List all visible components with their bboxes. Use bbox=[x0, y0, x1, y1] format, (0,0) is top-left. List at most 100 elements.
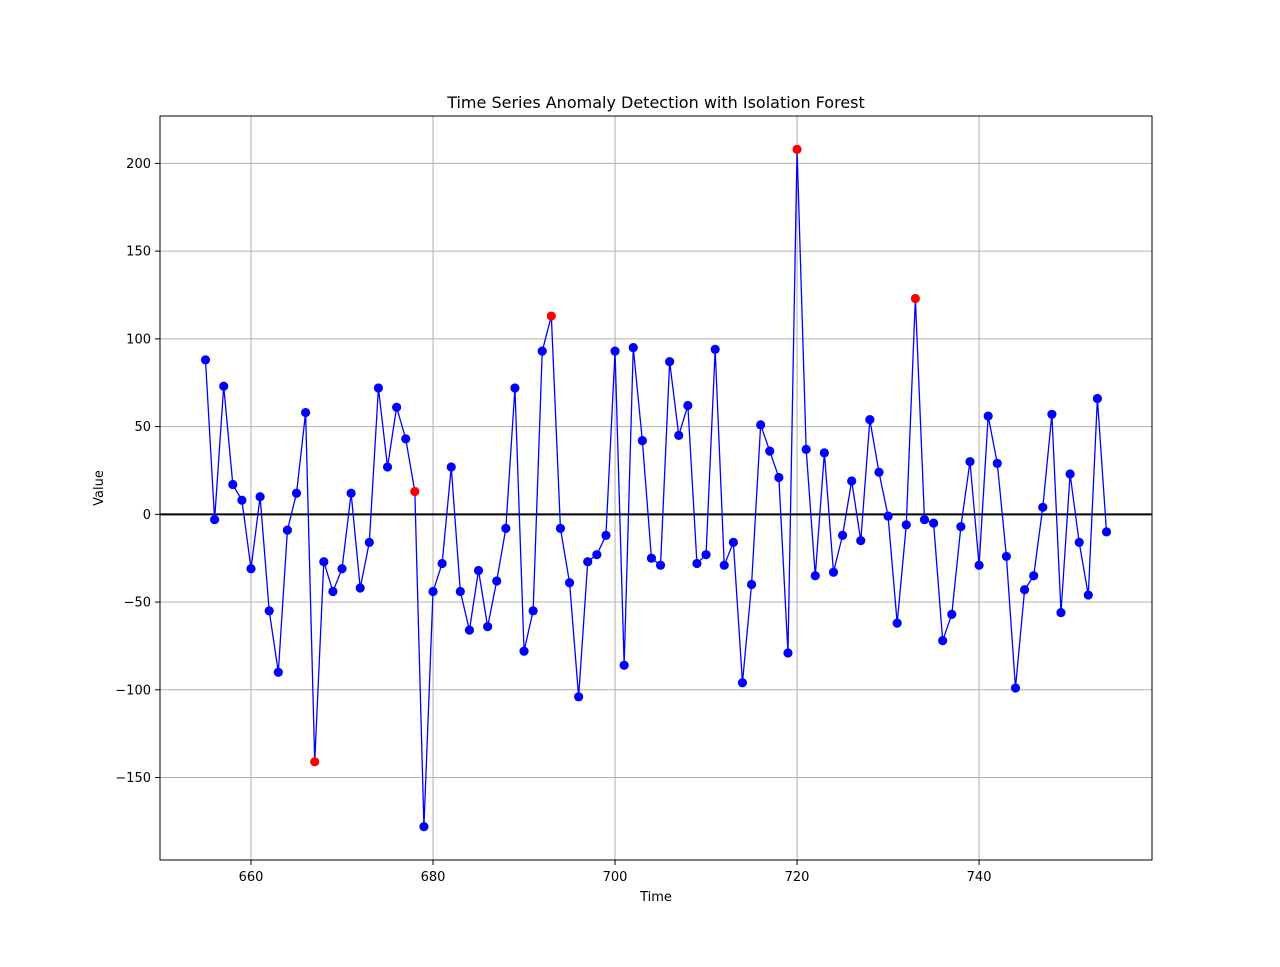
data-point bbox=[801, 444, 811, 454]
data-point bbox=[810, 571, 820, 581]
data-point bbox=[847, 476, 857, 486]
data-point bbox=[501, 523, 511, 533]
x-axis-ticks: 660 680 700 720 740 bbox=[239, 860, 992, 885]
y-tick-label: 150 bbox=[126, 245, 151, 260]
data-point bbox=[665, 357, 675, 367]
data-point bbox=[210, 514, 220, 525]
data-point bbox=[574, 692, 584, 702]
data-point bbox=[255, 492, 265, 502]
data-point bbox=[892, 618, 902, 628]
data-point bbox=[373, 383, 384, 393]
points-layer bbox=[200, 144, 1112, 832]
data-point bbox=[756, 420, 766, 430]
data-point bbox=[455, 586, 465, 597]
data-point bbox=[692, 558, 702, 569]
data-point bbox=[319, 557, 329, 567]
data-point bbox=[737, 678, 748, 688]
data-point bbox=[337, 564, 347, 574]
data-point bbox=[974, 560, 984, 570]
data-point bbox=[382, 462, 393, 472]
data-point bbox=[592, 550, 602, 560]
data-point bbox=[237, 495, 247, 505]
data-point bbox=[328, 586, 338, 597]
data-point bbox=[492, 576, 502, 586]
data-point bbox=[228, 479, 238, 490]
data-point bbox=[1047, 409, 1057, 419]
data-point bbox=[1101, 527, 1112, 537]
data-point bbox=[655, 560, 666, 570]
data-point bbox=[601, 530, 611, 540]
data-point bbox=[1010, 683, 1021, 693]
data-point bbox=[401, 434, 411, 444]
data-point bbox=[446, 462, 456, 472]
data-point bbox=[965, 457, 975, 467]
data-point bbox=[947, 609, 957, 619]
data-point bbox=[883, 511, 893, 521]
y-tick-label: −100 bbox=[115, 683, 151, 698]
data-point bbox=[819, 448, 829, 458]
anomaly-point bbox=[546, 311, 556, 321]
chart-title: Time Series Anomaly Detection with Isola… bbox=[446, 93, 865, 112]
data-point bbox=[1065, 469, 1075, 479]
anomaly-point bbox=[910, 293, 920, 304]
series-layer bbox=[204, 148, 1108, 828]
data-point bbox=[646, 553, 657, 563]
data-point bbox=[583, 557, 593, 567]
x-tick-label: 660 bbox=[239, 870, 264, 885]
data-point bbox=[765, 446, 775, 456]
data-point bbox=[1074, 537, 1084, 547]
data-point bbox=[719, 560, 729, 570]
data-point bbox=[346, 488, 356, 498]
data-point bbox=[392, 402, 402, 412]
data-point bbox=[874, 467, 884, 477]
data-point bbox=[273, 667, 283, 677]
data-point bbox=[683, 400, 693, 411]
data-point bbox=[710, 344, 720, 354]
data-point bbox=[837, 530, 848, 540]
data-point bbox=[619, 660, 629, 670]
y-tick-label: 0 bbox=[143, 508, 151, 523]
data-point bbox=[301, 407, 311, 418]
data-point bbox=[355, 583, 365, 593]
y-tick-label: −150 bbox=[115, 771, 151, 786]
data-point bbox=[282, 525, 293, 535]
x-tick-label: 740 bbox=[967, 870, 992, 885]
data-point bbox=[519, 646, 529, 656]
data-point bbox=[537, 346, 547, 356]
anomaly-point bbox=[410, 486, 420, 497]
data-point bbox=[865, 414, 875, 425]
data-point bbox=[774, 472, 784, 483]
x-tick-label: 700 bbox=[603, 870, 628, 885]
y-axis-ticks: −150 −100 −50 0 50 100 150 200 bbox=[115, 157, 160, 786]
y-tick-label: 200 bbox=[126, 157, 151, 172]
data-point bbox=[264, 606, 274, 616]
y-tick-label: 50 bbox=[134, 420, 151, 435]
data-point bbox=[437, 558, 447, 569]
data-point bbox=[956, 522, 966, 532]
data-point bbox=[219, 381, 229, 391]
data-point bbox=[1001, 551, 1011, 562]
data-point bbox=[1038, 502, 1048, 512]
data-point bbox=[364, 537, 374, 547]
data-point bbox=[728, 537, 738, 547]
y-tick-label: 100 bbox=[126, 332, 151, 347]
data-point bbox=[1092, 393, 1102, 404]
data-point bbox=[246, 564, 256, 574]
data-point bbox=[419, 822, 429, 832]
data-point bbox=[637, 436, 647, 446]
data-point bbox=[919, 514, 930, 525]
data-point bbox=[1019, 585, 1030, 595]
data-point bbox=[901, 520, 911, 530]
data-point bbox=[1029, 571, 1039, 581]
data-point bbox=[701, 550, 711, 560]
x-tick-label: 720 bbox=[785, 870, 810, 885]
x-axis-label: Time bbox=[639, 890, 672, 905]
data-point bbox=[200, 355, 211, 365]
y-tick-label: −50 bbox=[124, 596, 151, 611]
anomaly-point bbox=[310, 757, 320, 767]
data-point bbox=[828, 567, 839, 577]
x-tick-label: 680 bbox=[421, 870, 446, 885]
data-point bbox=[783, 648, 793, 658]
